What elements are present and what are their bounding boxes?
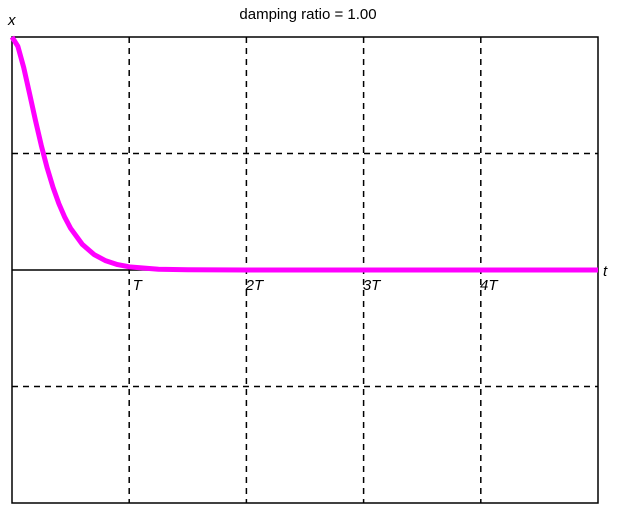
x-tick-label: 3T xyxy=(363,277,382,294)
data-line xyxy=(9,35,598,273)
x-tick-label: T xyxy=(133,277,144,294)
x-tick-label: 4T xyxy=(480,277,499,294)
y-axis-label: x xyxy=(7,12,16,29)
x-axis-label: t xyxy=(603,263,608,280)
x-tick-label: 2T xyxy=(245,277,265,294)
chart-title: damping ratio = 1.00 xyxy=(239,6,376,23)
